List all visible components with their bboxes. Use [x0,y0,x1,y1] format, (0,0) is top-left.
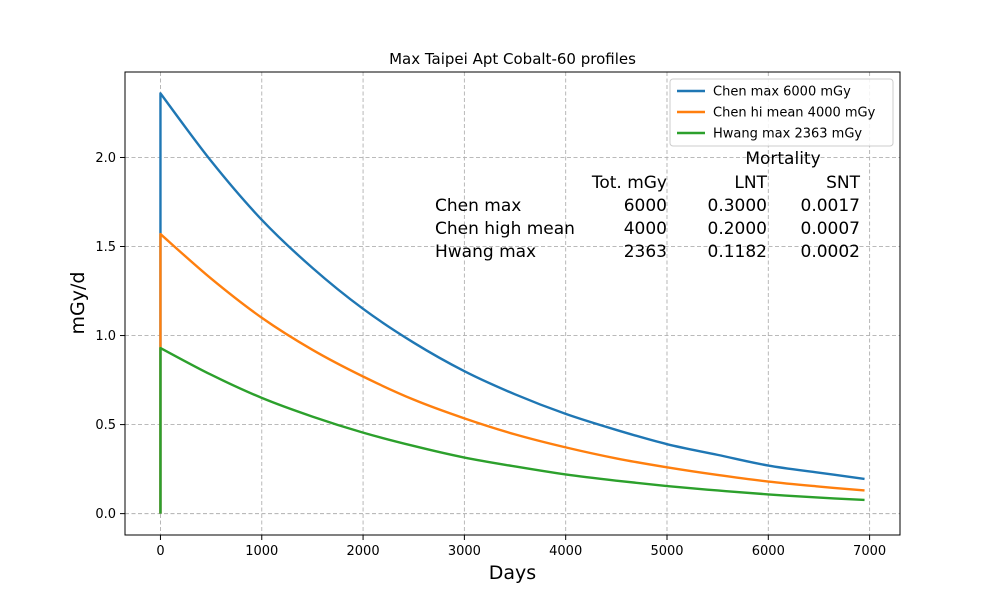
axis-ticks: 0 1000 2000 3000 4000 5000 6000 7000 0.0 0.5 1.0 1.… [95,151,886,559]
y-tick-label: 1.5 [95,240,116,255]
plot-frame [124,71,901,536]
cell-chen-high-mean-snt: 0.0007 [801,219,860,239]
column-header-lnt: LNT [734,173,767,193]
y-axis-label: mGy/d [67,272,89,335]
row-label-chen-high-mean: Chen high mean [435,219,575,239]
x-tick-label: 7000 [853,544,886,559]
mortality-table: Mortality Tot. mGy LNT SNT Chen max 6000… [435,149,861,262]
cell-chen-max-lnt: 0.3000 [708,196,767,216]
y-tick-label: 0.5 [95,418,116,433]
cell-hwang-max-snt: 0.0002 [801,242,860,262]
column-header-snt: SNT [826,173,861,193]
y-tick-label: 2.0 [95,151,116,166]
x-axis-label: Days [489,562,536,584]
cell-chen-high-mean-tot-mgy: 4000 [624,219,667,239]
x-tick-label: 2000 [347,544,380,559]
row-label-hwang-max: Hwang max [435,242,536,262]
cell-chen-max-tot-mgy: 6000 [624,196,667,216]
series-line-1 [159,232,865,514]
series-line-2 [159,346,865,514]
series-line-0 [159,92,865,514]
y-tick-label: 1.0 [95,329,116,344]
column-header-tot-mgy: Tot. mGy [591,173,667,193]
x-tick-label: 4000 [549,544,582,559]
x-tick-label: 0 [156,544,164,559]
legend-label-chen-max: Chen max 6000 mGy [713,85,851,100]
cell-chen-max-snt: 0.0017 [801,196,860,216]
x-tick-label: 3000 [448,544,481,559]
legend: Chen max 6000 mGy Chen hi mean 4000 mGy … [669,78,894,147]
chart-title: Max Taipei Apt Cobalt-60 profiles [389,50,636,68]
legend-label-hwang-max: Hwang max 2363 mGy [713,127,862,142]
y-tick-label: 0.0 [95,507,116,522]
mortality-header: Mortality [745,149,820,169]
legend-box [669,78,894,147]
series-lines [159,92,865,514]
cell-chen-high-mean-lnt: 0.2000 [708,219,767,239]
row-label-chen-max: Chen max [435,196,521,216]
cell-hwang-max-lnt: 0.1182 [708,242,767,262]
x-tick-label: 6000 [752,544,785,559]
x-tick-label: 1000 [245,544,278,559]
cell-hwang-max-tot-mgy: 2363 [624,242,667,262]
legend-label-chen-hi-mean: Chen hi mean 4000 mGy [713,106,876,121]
x-tick-label: 5000 [650,544,683,559]
